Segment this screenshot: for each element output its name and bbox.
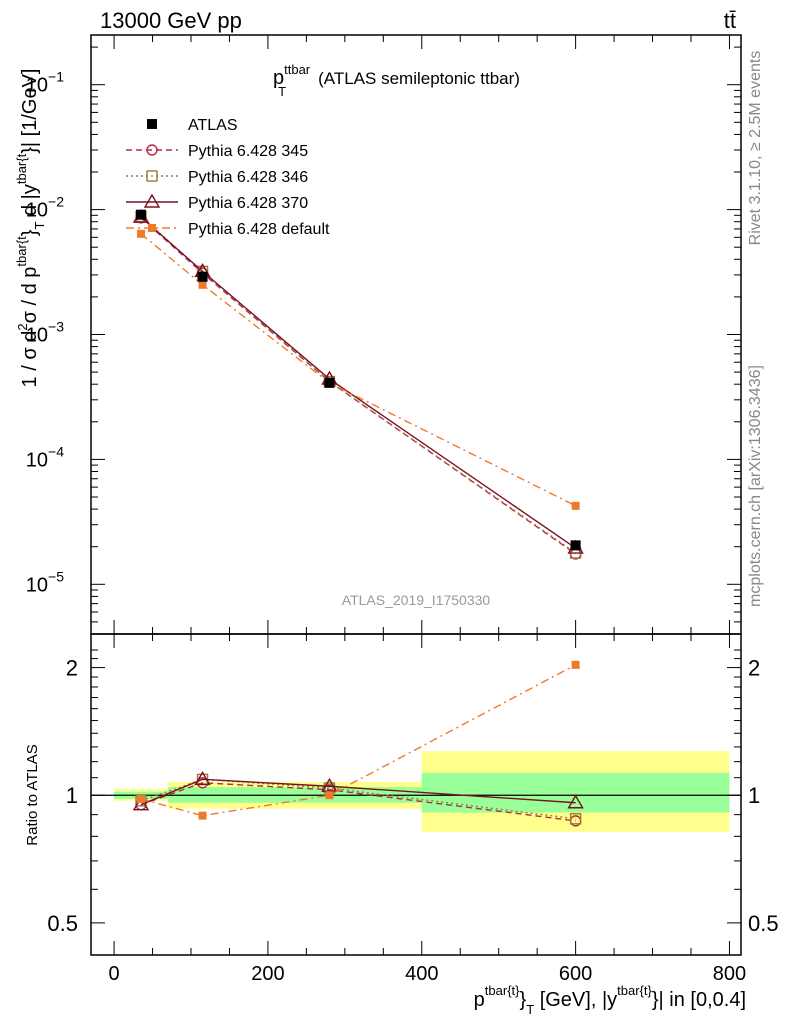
ratio-2-point-3 — [567, 794, 584, 809]
ratio-y-tick-label-right-2: 2 — [748, 656, 760, 681]
ratio-3-point-2 — [325, 791, 334, 800]
series-3-point-1 — [198, 280, 207, 289]
legend-label-1: Pythia 6.428 346 — [188, 169, 308, 186]
legend-marker-1 — [146, 170, 158, 182]
series-line-0 — [140, 217, 577, 555]
ratio-2-point-1 — [194, 770, 211, 786]
ratio-y-tick-label-0: 0.5 — [47, 911, 78, 936]
legend-marker-atlas — [147, 119, 157, 129]
legend-marker-2 — [143, 193, 161, 208]
rivet-version-label: Rivet 3.1.10, ≥ 2.5M events — [747, 51, 764, 246]
main-y-axis-label: 1 / σ d2σ / d ptbar{t}T d |ytbar{t}| [1/… — [14, 69, 47, 388]
series-line-2 — [140, 216, 577, 549]
ratio-line-2 — [140, 778, 576, 806]
main-y-tick-label-4: 10−1 — [26, 69, 64, 97]
plot-title: pttbar T(ATLAS semileptonic ttbar) — [273, 62, 520, 99]
main-panel: 10−5 10−4 10−3 10−2 10−1 — [26, 34, 742, 635]
series-line-3 — [140, 233, 576, 507]
ratio-panel: 0.5 0.5 1 1 2 2 0 200 400 600 800 — [47, 633, 779, 985]
ratio-y-tick-label-right-1: 1 — [748, 783, 760, 808]
legend-marker-0 — [146, 144, 158, 156]
ratio-1-point-3 — [569, 813, 582, 825]
x-tick-label-0: 0 — [109, 963, 120, 985]
legend-marker-3 — [148, 224, 156, 232]
x-tick-label-2: 400 — [405, 963, 438, 985]
series-3-point-3 — [571, 501, 580, 510]
ratio-3-point-0 — [137, 794, 145, 803]
legend-label-2: Pythia 6.428 370 — [188, 195, 308, 212]
legend-label-atlas: ATLAS — [188, 117, 238, 134]
ratio-line-1 — [140, 778, 576, 820]
atlas-data-point-2 — [324, 377, 335, 388]
series-3-point-0 — [137, 229, 145, 238]
x-tick-label-3: 600 — [559, 963, 592, 985]
ratio-y-tick-label-1: 1 — [66, 783, 78, 808]
ratio-3-point-3 — [571, 660, 580, 669]
mcplots-source-label: mcplots.cern.ch [arXiv:1306.3436] — [747, 365, 764, 607]
ratio-3-point-1 — [198, 811, 207, 820]
atlas-data-point-0 — [136, 209, 146, 220]
uncertainty-band-stat-2 — [421, 772, 730, 813]
ratio-line-3 — [140, 664, 576, 817]
atlas-data-point-3 — [570, 540, 581, 551]
ratio-2-point-0 — [132, 796, 150, 811]
main-y-tick-label-3: 10−2 — [26, 194, 64, 222]
legend-label-3: Pythia 6.428 default — [188, 221, 330, 238]
x-tick-label-4: 800 — [713, 963, 746, 985]
ratio-y-tick-label-right-0: 0.5 — [748, 911, 779, 936]
collision-label: 13000 GeV pp — [100, 8, 242, 33]
atlas-data-point-1 — [197, 271, 208, 282]
main-y-tick-label-1: 10−4 — [26, 443, 64, 471]
legend: ATLAS Pythia 6.428 345 Pythia 6.428 346 Pyt… — [126, 117, 330, 238]
ratio-y-tick-label-2: 2 — [66, 656, 78, 681]
main-y-tick-label-0: 10−5 — [26, 568, 64, 596]
analysis-watermark: ATLAS_2019_I1750330 — [342, 592, 491, 608]
process-label: tt̄ — [724, 8, 736, 33]
main-y-tick-label-2: 10−3 — [26, 319, 64, 347]
ratio-panel-frame — [90, 633, 742, 956]
legend-label-0: Pythia 6.428 345 — [188, 143, 308, 160]
x-tick-label-1: 200 — [251, 963, 284, 985]
ratio-line-0 — [140, 782, 576, 822]
x-axis-label: ptbar{t}}T [GeV], |ytbar{t}}| in [0,0.4] — [474, 983, 746, 1017]
ratio-y-axis-label: Ratio to ATLAS — [24, 744, 41, 845]
